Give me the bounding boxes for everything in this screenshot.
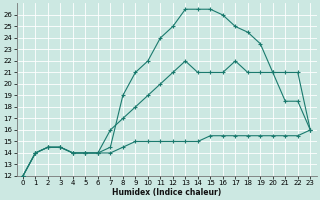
X-axis label: Humidex (Indice chaleur): Humidex (Indice chaleur) xyxy=(112,188,221,197)
